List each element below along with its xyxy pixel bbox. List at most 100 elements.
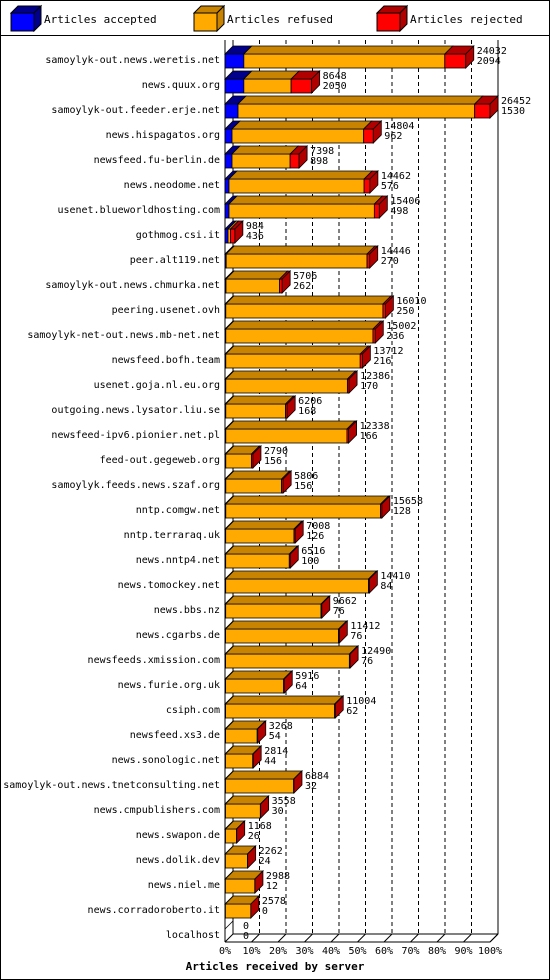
bar-side <box>489 95 499 119</box>
bar-top-refused <box>224 320 382 330</box>
category-label: news.sonologic.net <box>112 755 220 766</box>
category-label: news.cgarbs.de <box>136 630 220 641</box>
value-rejected: 64 <box>295 681 307 692</box>
bar-top-refused <box>231 120 373 130</box>
bar-refused <box>225 303 384 319</box>
value-total: 2814 <box>264 746 288 757</box>
bar-refused <box>225 353 361 369</box>
value-total: 7398 <box>310 146 334 157</box>
bar-top-refused <box>224 395 295 405</box>
bar-side <box>289 545 299 569</box>
bar-refused <box>225 578 369 594</box>
value-rejected: 436 <box>246 231 264 242</box>
value-rejected: 100 <box>301 556 319 567</box>
bar-top-refused <box>228 170 374 180</box>
value-total: 24032 <box>477 46 507 57</box>
category-label: news.bbs.nz <box>154 605 220 616</box>
value-rejected: 962 <box>384 131 402 142</box>
value-total: 12490 <box>361 646 391 657</box>
x-tick-label: 100% <box>478 946 502 957</box>
legend-item-refused: Articles refused <box>193 4 363 32</box>
bar-side <box>260 795 270 819</box>
bar-top-refused <box>224 770 303 780</box>
bar-side <box>374 320 384 344</box>
bar-side <box>369 245 379 269</box>
value-total: 15406 <box>390 196 420 207</box>
value-total: 5916 <box>295 671 319 682</box>
value-total: 14462 <box>381 171 411 182</box>
value-total: 6884 <box>305 771 329 782</box>
tick-mark <box>489 933 499 943</box>
bar-side <box>252 445 262 469</box>
value-total: 11004 <box>346 696 376 707</box>
bar-top-refused <box>225 245 376 255</box>
legend-label-rejected: Articles rejected <box>410 13 523 26</box>
bar-top-refused <box>224 295 392 305</box>
tick-mark <box>224 933 234 943</box>
bar-side <box>378 195 388 219</box>
bar-side <box>361 345 371 369</box>
bar-refused <box>231 128 365 144</box>
bar-rejected <box>366 253 371 269</box>
value-rejected: 62 <box>346 706 358 717</box>
value-total: 14410 <box>380 571 410 582</box>
bar-rejected <box>289 153 300 169</box>
tick-mark <box>357 933 366 943</box>
bar-side <box>311 70 321 94</box>
bar-side <box>281 270 291 294</box>
x-axis-title: Articles received by server <box>185 960 365 973</box>
value-rejected: 270 <box>381 256 399 267</box>
category-label: news.tomockey.net <box>118 580 220 591</box>
bar-top-refused <box>224 620 348 630</box>
tick-mark <box>383 933 393 943</box>
bar-side <box>257 720 267 744</box>
bar-rejected <box>474 103 491 119</box>
x-tick-label: 90% <box>454 946 472 957</box>
bar-refused <box>225 378 348 394</box>
value-total: 5806 <box>294 471 318 482</box>
bar-top-refused <box>224 520 303 530</box>
category-label: samoylyk-out.news.weretis.net <box>45 55 220 66</box>
bar-refused <box>225 528 295 544</box>
bar-refused <box>228 178 365 194</box>
bar-refused <box>243 78 292 94</box>
value-total: 11412 <box>350 621 380 632</box>
value-rejected: 168 <box>298 406 316 417</box>
tick-mark <box>463 933 472 943</box>
bar-top-refused <box>224 495 390 505</box>
bar-side <box>368 570 378 594</box>
value-rejected: 1530 <box>501 106 525 117</box>
value-total: 15002 <box>386 321 416 332</box>
x-tick-label: 0% <box>219 946 231 957</box>
value-rejected: 44 <box>264 756 276 767</box>
value-rejected: 84 <box>380 581 392 592</box>
x-tick-label: 20% <box>269 946 287 957</box>
category-label: news.dolik.dev <box>136 855 220 866</box>
bar-refused <box>225 903 252 919</box>
value-total: 16010 <box>396 296 426 307</box>
bar-top-refused <box>224 545 299 555</box>
bar-top-refused <box>224 695 344 705</box>
bar-refused <box>225 628 339 644</box>
category-label: usenet.goja.nl.eu.org <box>94 380 220 391</box>
value-total: 9662 <box>333 596 357 607</box>
bar-side <box>338 620 348 644</box>
bar-top-refused <box>242 45 454 55</box>
bar-rejected <box>373 203 380 219</box>
bar-top-refused <box>224 345 370 355</box>
tick-mark <box>304 933 313 943</box>
category-label: news.cmpublishers.com <box>94 805 220 816</box>
bar-top-refused <box>242 70 301 80</box>
category-label: newsfeeds.xmission.com <box>88 655 220 666</box>
value-rejected: 898 <box>310 156 328 167</box>
bar-rejected <box>290 78 313 94</box>
category-label: csiph.com <box>166 705 220 716</box>
legend-swatch-refused <box>193 4 225 32</box>
value-rejected: 166 <box>360 431 378 442</box>
value-rejected: 498 <box>390 206 408 217</box>
legend-divider <box>0 35 550 36</box>
bar-refused <box>225 553 290 569</box>
value-rejected: 156 <box>294 481 312 492</box>
category-label: nntp.comgw.net <box>136 505 220 516</box>
